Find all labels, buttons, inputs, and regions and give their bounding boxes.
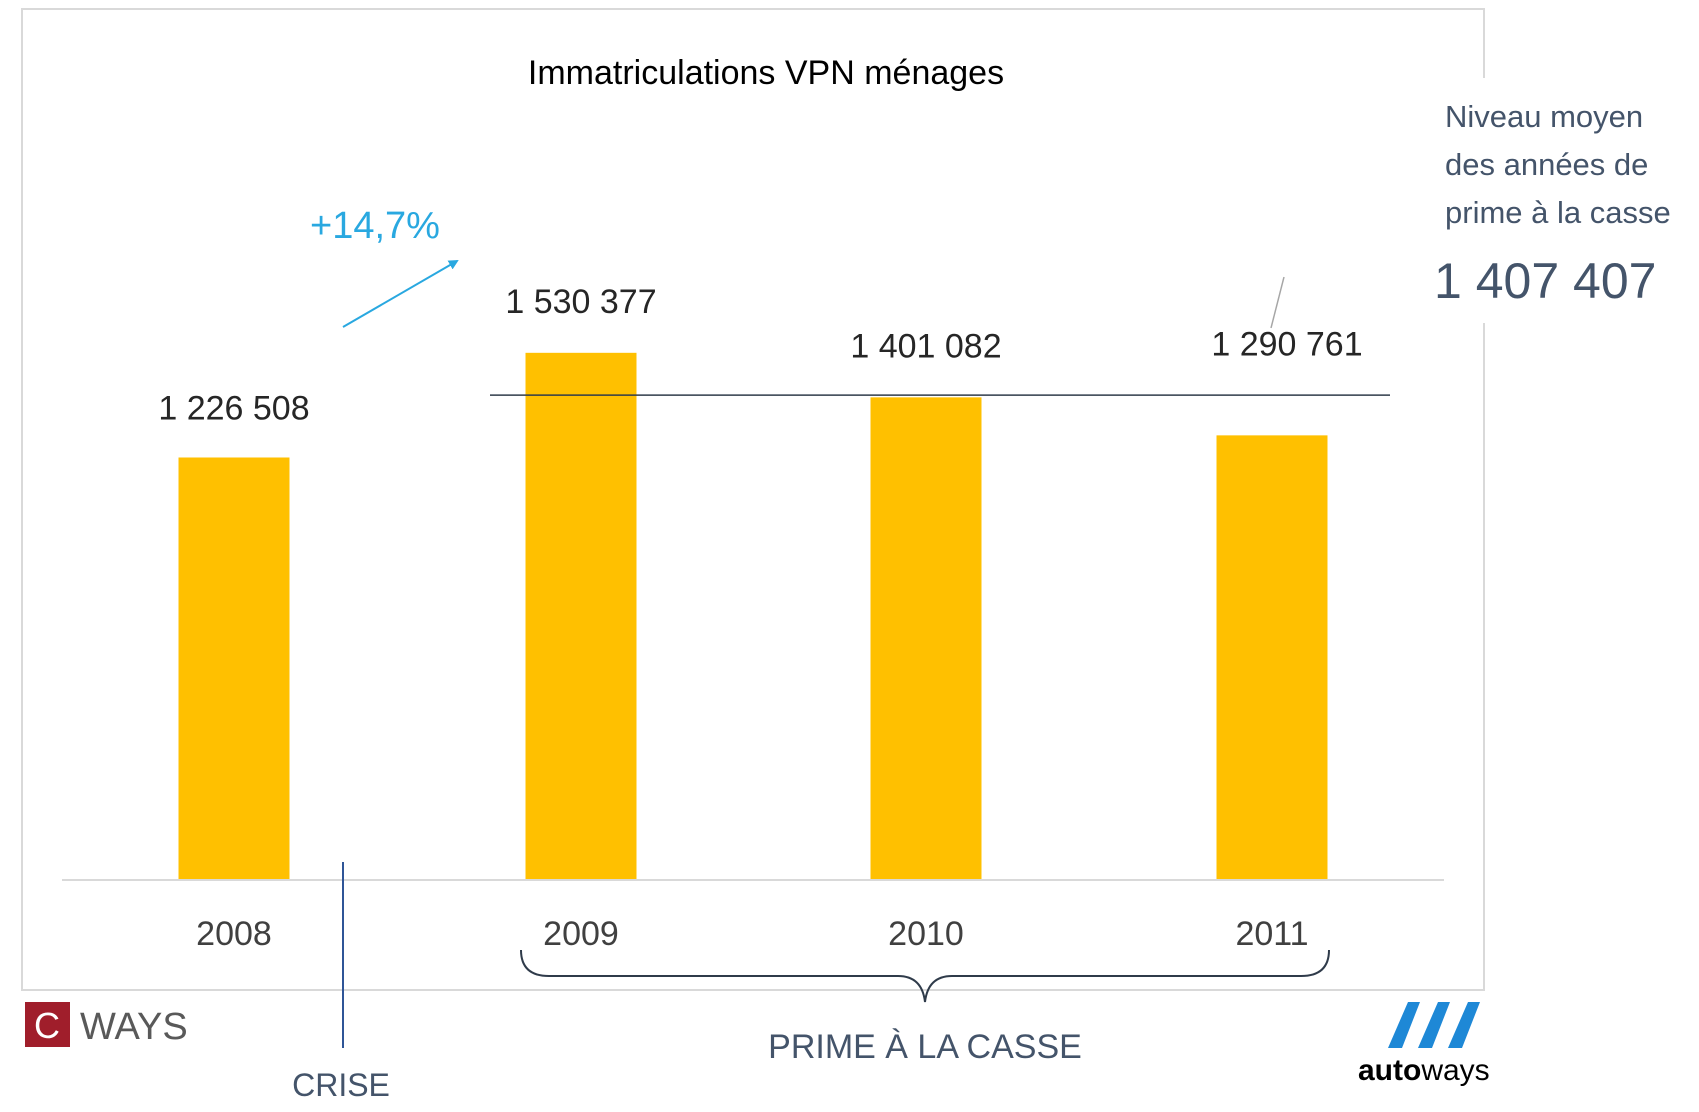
- crise-label: CRISE: [292, 1067, 390, 1103]
- average-value-label: 1 407 407: [1434, 253, 1656, 309]
- label-leader-line-2011: [1270, 276, 1285, 329]
- prime-brace: [520, 949, 1330, 1003]
- tick-label-2011: 2011: [1235, 915, 1308, 953]
- tick-labels-group: 2008 2009 2010 2011: [196, 915, 1308, 953]
- growth-annotation: +14,7%: [310, 205, 440, 247]
- value-label-2009: 1 530 377: [505, 283, 656, 321]
- bar-2009: [525, 352, 637, 880]
- average-label-line-2: des années de: [1445, 147, 1648, 182]
- value-label-2008: 1 226 508: [158, 389, 309, 427]
- average-label-line-3: prime à la casse: [1445, 195, 1671, 230]
- bar-2008: [178, 457, 290, 880]
- autoways-logo: autoways: [1358, 1002, 1490, 1087]
- growth-arrow: [342, 259, 459, 328]
- cways-logo-letter: C: [34, 1005, 60, 1046]
- chart-title: Immatriculations VPN ménages: [528, 54, 1004, 92]
- cways-logo-box: [25, 1002, 70, 1047]
- prime-label: PRIME À LA CASSE: [768, 1028, 1082, 1066]
- cways-logo-text: WAYS: [80, 1006, 188, 1048]
- cways-logo: C WAYS: [25, 1002, 188, 1048]
- value-label-2011: 1 290 761: [1211, 325, 1362, 363]
- autoways-logo-text: autoways: [1358, 1054, 1490, 1087]
- bars-group: [178, 352, 1328, 880]
- tick-label-2009: 2009: [543, 915, 619, 953]
- bar-2010: [870, 397, 982, 880]
- tick-label-2010: 2010: [888, 915, 964, 953]
- value-labels-group: 1 226 508 1 530 377 1 401 082 1 290 761: [158, 283, 1362, 428]
- average-label-line-1: Niveau moyen: [1445, 99, 1643, 134]
- tick-label-2008: 2008: [196, 915, 272, 953]
- autoways-logo-mark: [1388, 1002, 1480, 1048]
- value-label-2010: 1 401 082: [850, 327, 1001, 365]
- bar-2011: [1216, 435, 1328, 880]
- chart-frame: [21, 8, 1485, 991]
- annotation-panel: [1415, 78, 1699, 323]
